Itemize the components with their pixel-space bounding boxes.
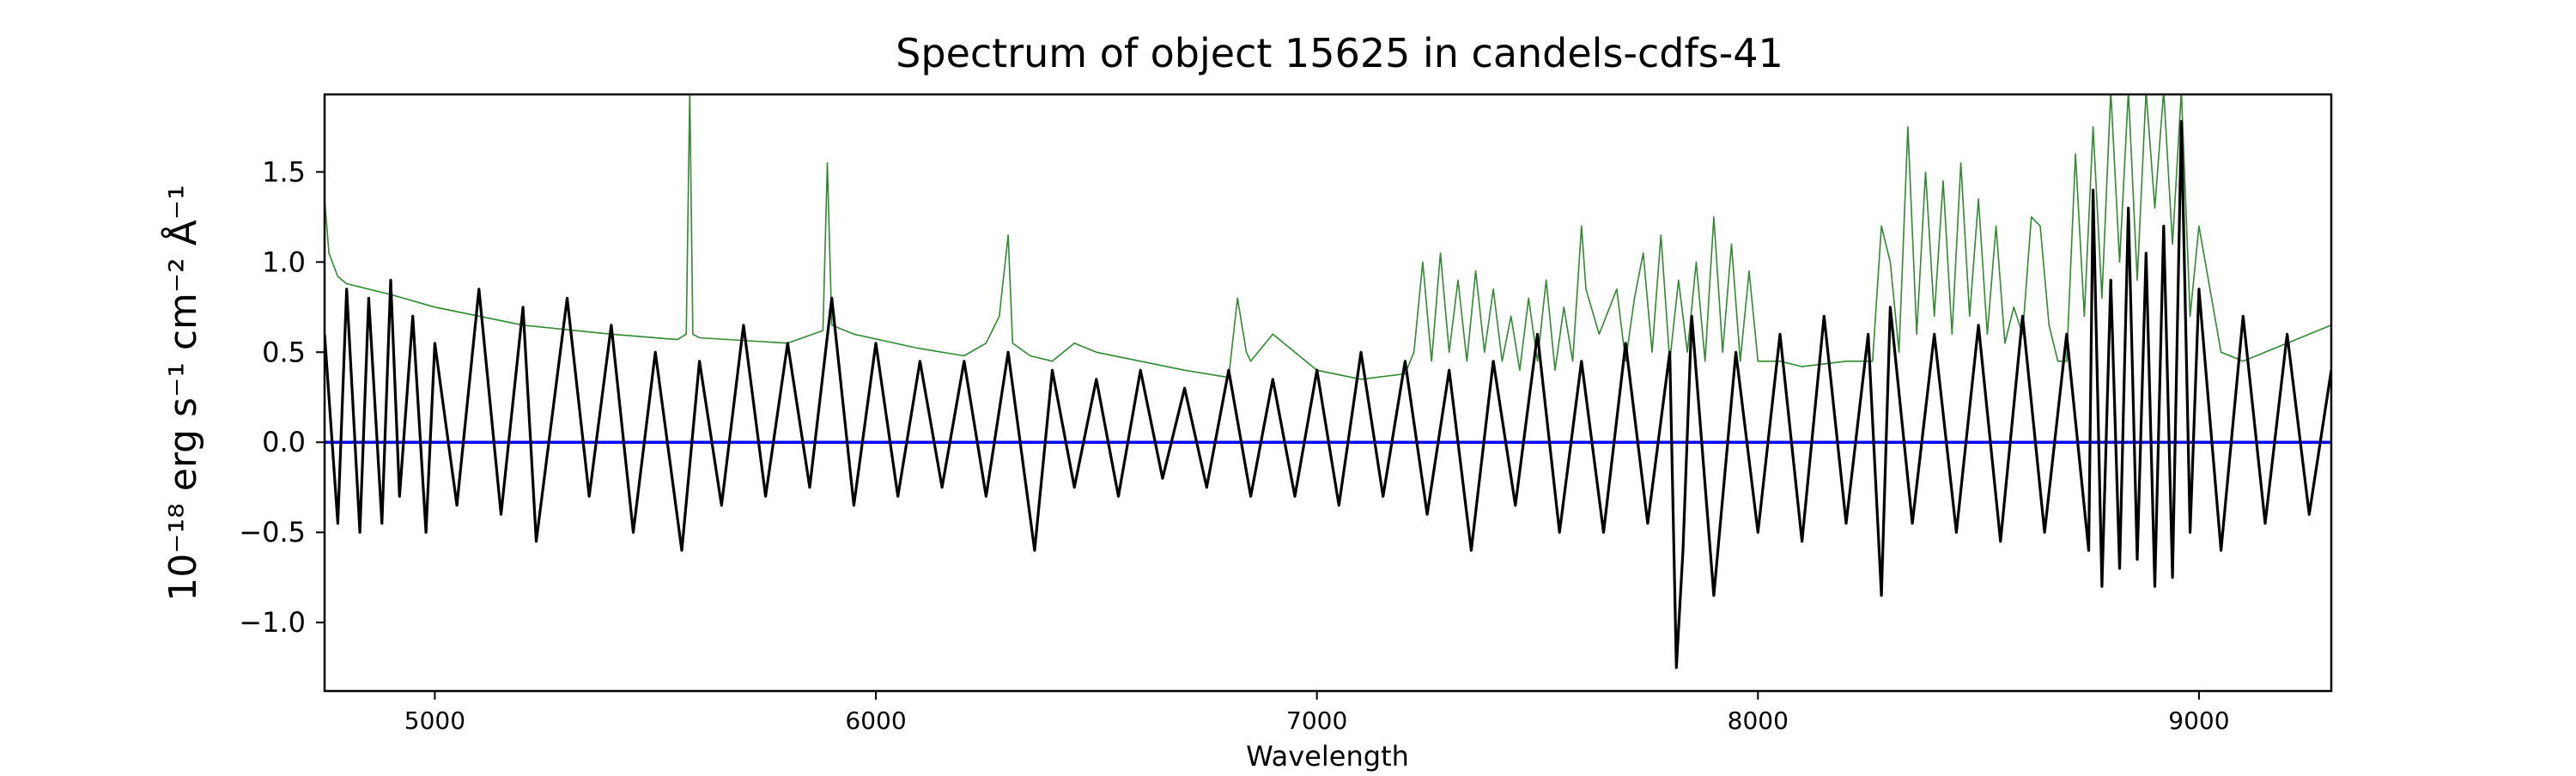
x-tick-label: 5000 (404, 706, 465, 735)
series-line-flux (325, 119, 2331, 670)
y-axis: −1.0 −0.5 0.0 0.5 1.0 1.5 (239, 155, 325, 639)
y-tick-label: 0.5 (262, 336, 306, 368)
y-tick-label: 1.5 (262, 155, 306, 188)
series-line-error (325, 94, 2331, 380)
y-tick-label: −1.0 (239, 606, 306, 639)
x-tick-label: 8000 (1728, 706, 1789, 735)
y-axis-label: 10⁻¹⁸ erg s⁻¹ cm⁻² Å⁻¹ (160, 185, 205, 601)
x-tick-label: 9000 (2168, 706, 2229, 735)
x-tick-label: 6000 (845, 706, 906, 735)
plot-area (325, 94, 2331, 670)
chart-title: Spectrum of object 15625 in candels-cdfs… (896, 30, 1783, 76)
y-tick-label: 0.0 (262, 426, 306, 458)
x-tick-label: 7000 (1286, 706, 1347, 735)
y-tick-label: −0.5 (239, 516, 306, 549)
x-axis: 5000 6000 7000 8000 9000 (404, 691, 2230, 735)
plot-frame (323, 93, 2333, 693)
x-axis-label: Wavelength (1246, 740, 1409, 773)
y-tick-label: 1.0 (262, 246, 306, 278)
